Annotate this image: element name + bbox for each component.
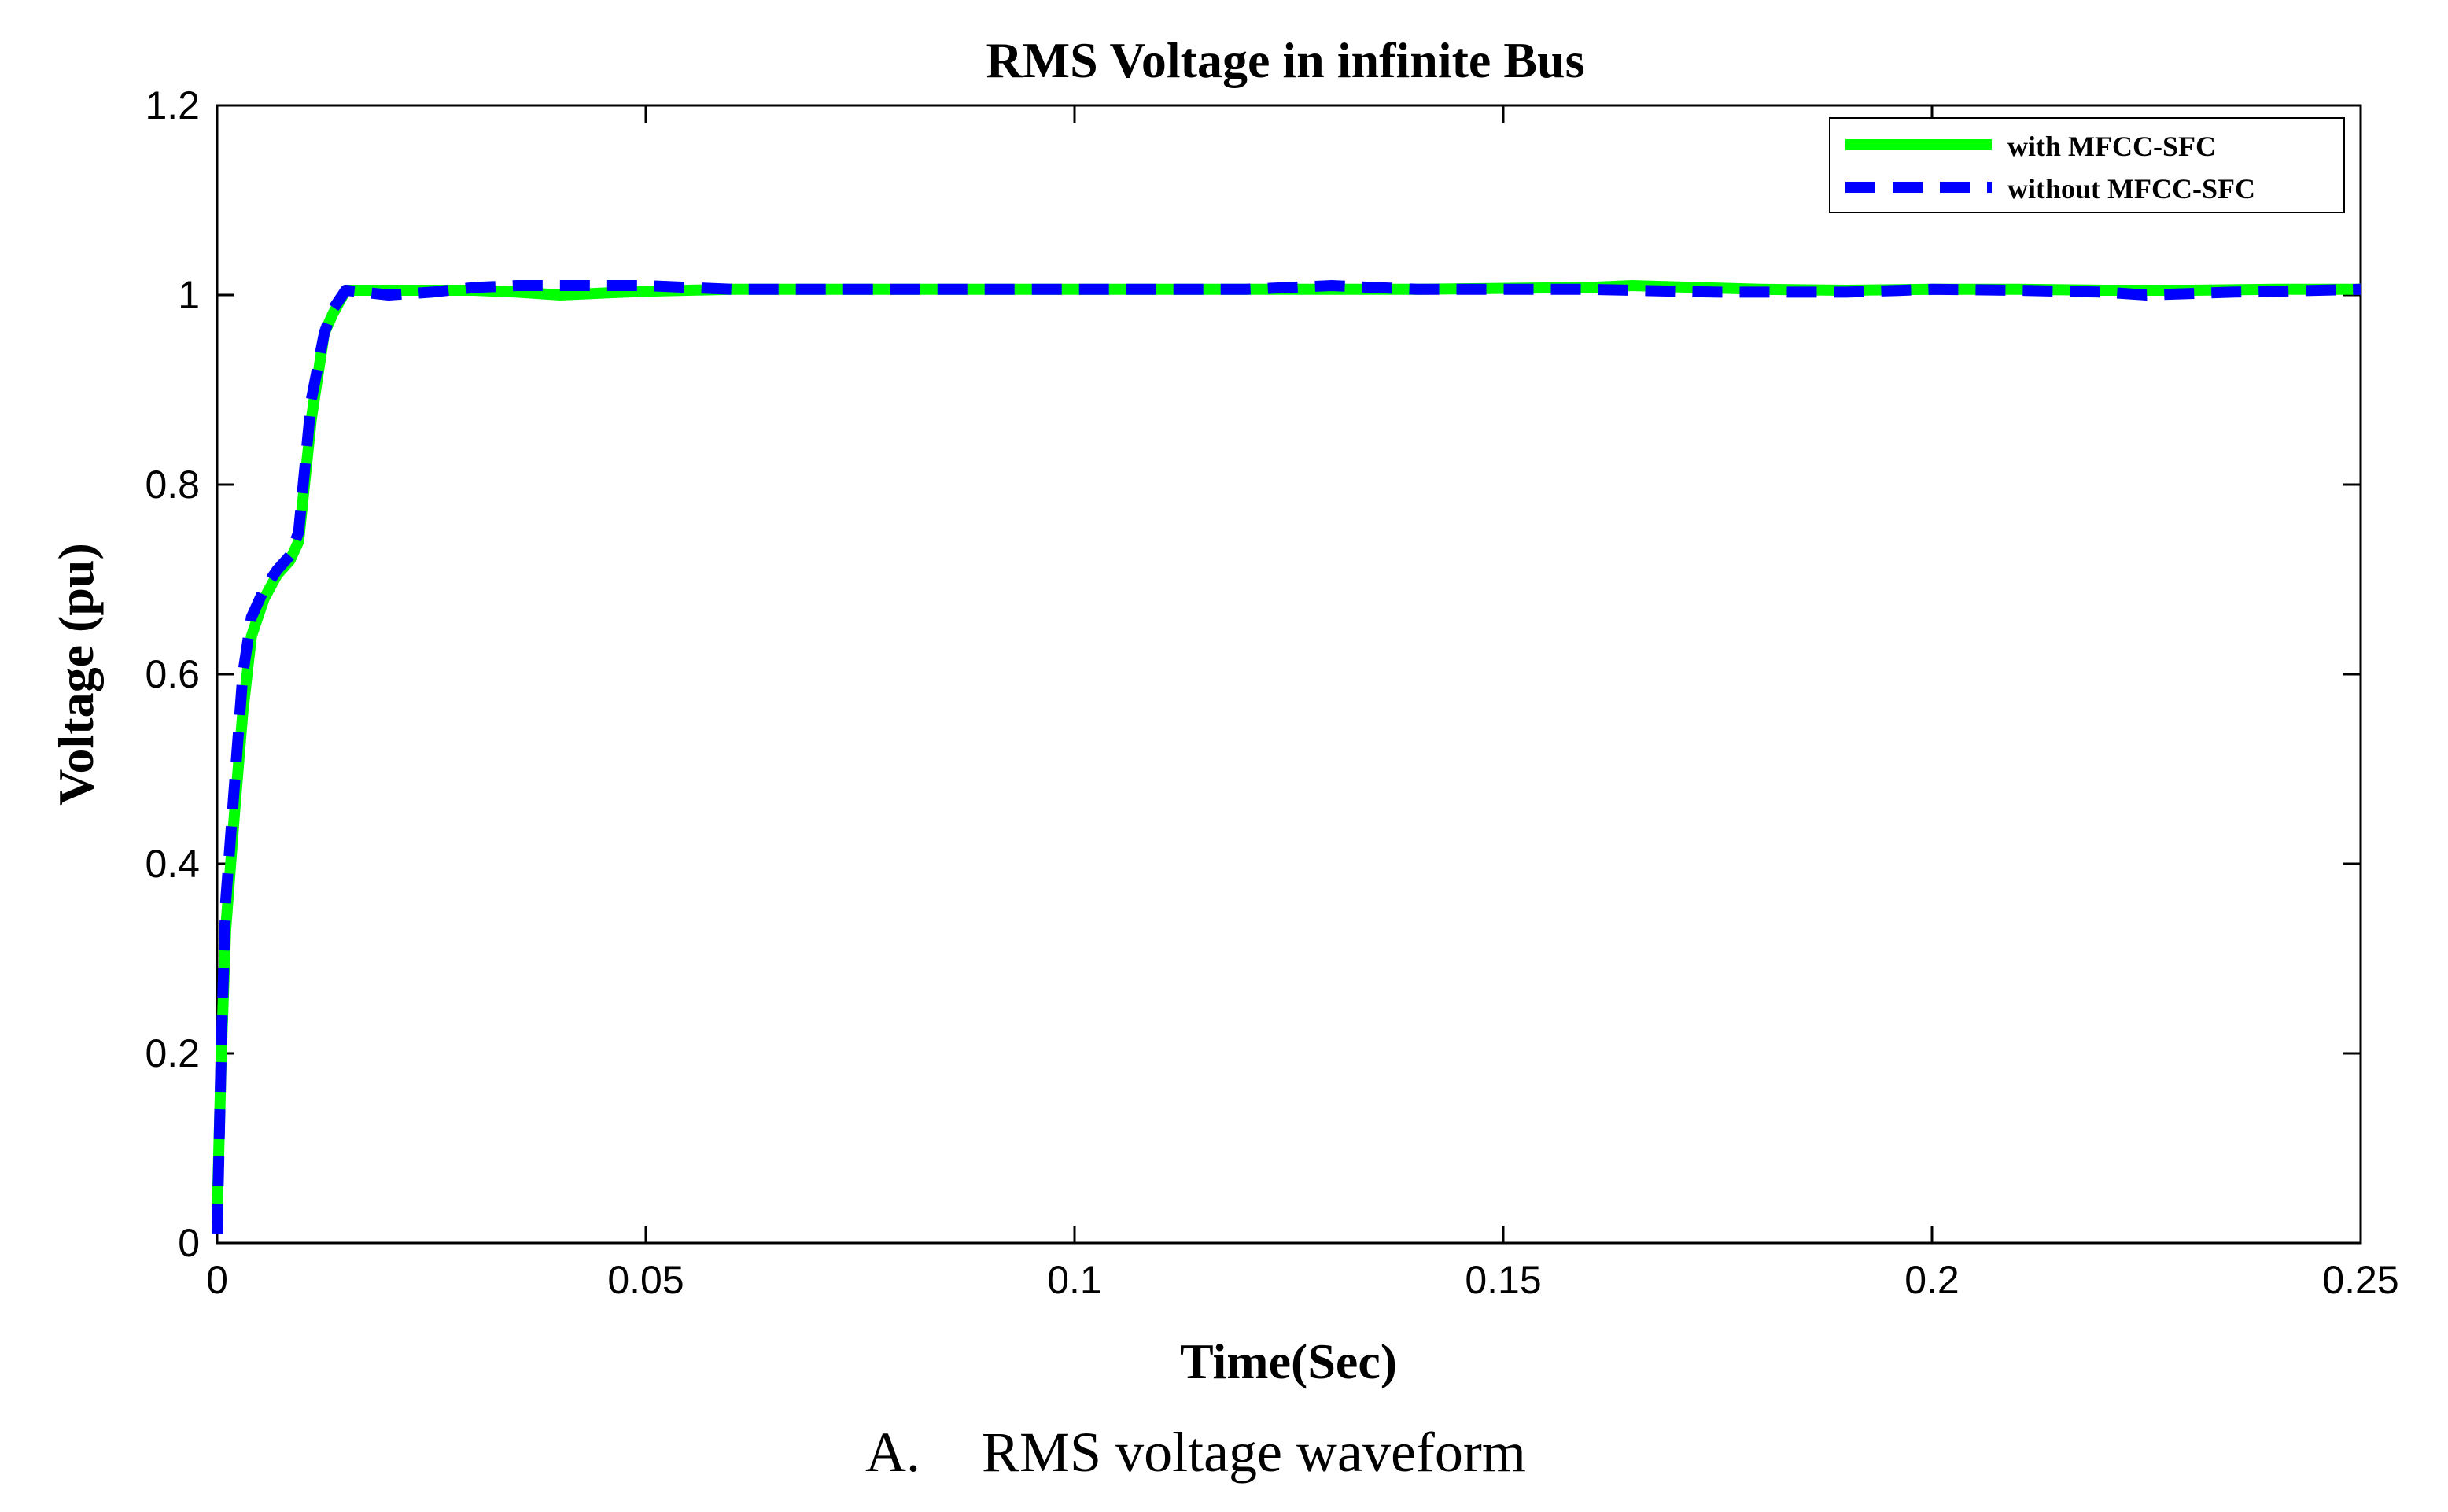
y-tick-label: 1.2 xyxy=(145,83,200,127)
legend-box xyxy=(1829,117,2345,213)
x-tick-label: 0.25 xyxy=(2322,1258,2398,1302)
y-tick-label: 0.8 xyxy=(145,463,200,507)
plot-frame xyxy=(216,104,2362,1245)
y-tick-label: 0.6 xyxy=(145,652,200,696)
series-layer xyxy=(212,280,2361,1234)
x-tick-label: 0.1 xyxy=(1047,1258,1102,1302)
y-tick-label: 0.4 xyxy=(145,842,200,886)
x-axis-label: Time(Sec) xyxy=(1180,1333,1397,1389)
x-ticks: 0 0.05 0.1 0.15 0.2 0.25 xyxy=(206,105,2399,1302)
x-tick-label: 0.2 xyxy=(1904,1258,1960,1302)
plot-axes: 0 0.05 0.1 0.15 0.2 0.25 0 0.2 0.4 0.6 0.8 1 1.2 xyxy=(145,83,2398,1302)
chart-title: RMS Voltage in infinite Bus xyxy=(986,32,1584,88)
caption-text: RMS voltage waveform xyxy=(982,1421,1526,1484)
y-axis-label: Voltage (pu) xyxy=(48,543,104,806)
x-tick-label: 0.15 xyxy=(1465,1258,1541,1302)
caption: A. RMS voltage waveform xyxy=(865,1421,1526,1484)
legend-label-with-mfcc-sfc: with MFCC-SFC xyxy=(2007,131,2216,162)
caption-label: A. xyxy=(865,1421,920,1484)
y-tick-label: 0 xyxy=(178,1221,200,1265)
y-ticks: 0 0.2 0.4 0.6 0.8 1 1.2 xyxy=(145,83,2361,1265)
legend-label-without-mfcc-sfc: without MFCC-SFC xyxy=(2007,173,2255,205)
x-tick-label: 0 xyxy=(206,1258,228,1302)
y-tick-label: 0.2 xyxy=(145,1031,200,1075)
series-line-without-mfcc-sfc xyxy=(212,280,2361,1234)
y-tick-label: 1 xyxy=(178,273,200,317)
legend: with MFCC-SFC without MFCC-SFC xyxy=(1829,117,2345,213)
x-tick-label: 0.05 xyxy=(607,1258,684,1302)
